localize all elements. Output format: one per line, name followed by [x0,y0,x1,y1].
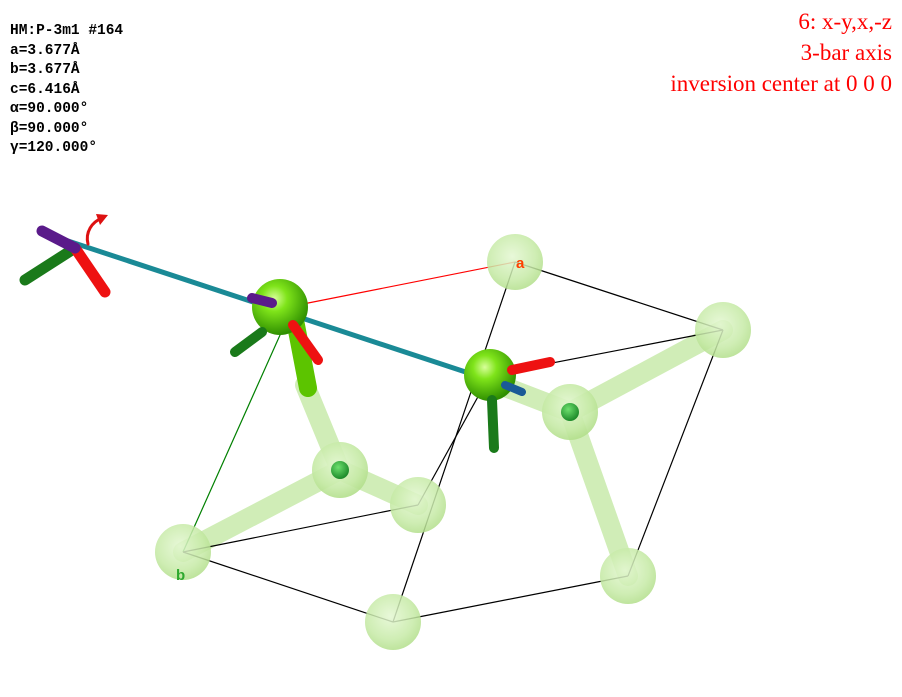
cell-edge [392,261,516,623]
atom-ghost [600,548,656,604]
selected-atom-2[interactable] [464,349,555,453]
cell-beta-label: β=90.000° [10,120,89,137]
space-group-label: HM:P-3m1 #164 [10,23,124,39]
atom-small [331,461,349,479]
ghost-atoms [155,234,751,650]
cell-edge [182,551,394,623]
bond [560,320,733,422]
atom-ghost [695,302,751,358]
origin-axes [19,214,111,298]
cell-edge [514,261,724,331]
atom-small [561,403,579,421]
symop-element: 3-bar axis [800,40,892,65]
b-axis-edge [182,305,294,553]
unit-cell-info: HM:P-3m1 #164 a=3.677Å b=3.677Å c=6.416Å… [10,22,123,159]
a-axis-label: a [516,255,525,272]
atom-ghost [487,234,543,290]
cell-gamma-label: γ=120.000° [10,140,98,156]
b-axis-label: b [176,567,185,584]
symop-operator: 6: x-y,x,-z [798,9,892,34]
atom-ghost [365,594,421,650]
symop-center: inversion center at 0 0 0 [670,71,892,96]
cell-a-label: a=3.677Å [10,42,80,59]
atom-ghost [390,477,446,533]
cell-alpha-label: α=90.000° [10,101,89,117]
bond [560,402,638,586]
symmetry-operation-info: 6: x-y,x,-z 3-bar axis inversion center … [670,6,892,99]
cell-b-label: b=3.677Å [10,62,80,78]
bond [173,460,350,562]
selected-atom-1[interactable] [230,279,323,365]
unit-cell [182,261,724,623]
a-axis-edge [292,261,516,307]
atom-ghost [155,524,211,580]
cell-edge [627,329,724,577]
cell-c-label: c=6.416Å [10,81,80,98]
cell-edge [182,504,419,553]
cell-edge [392,575,629,623]
